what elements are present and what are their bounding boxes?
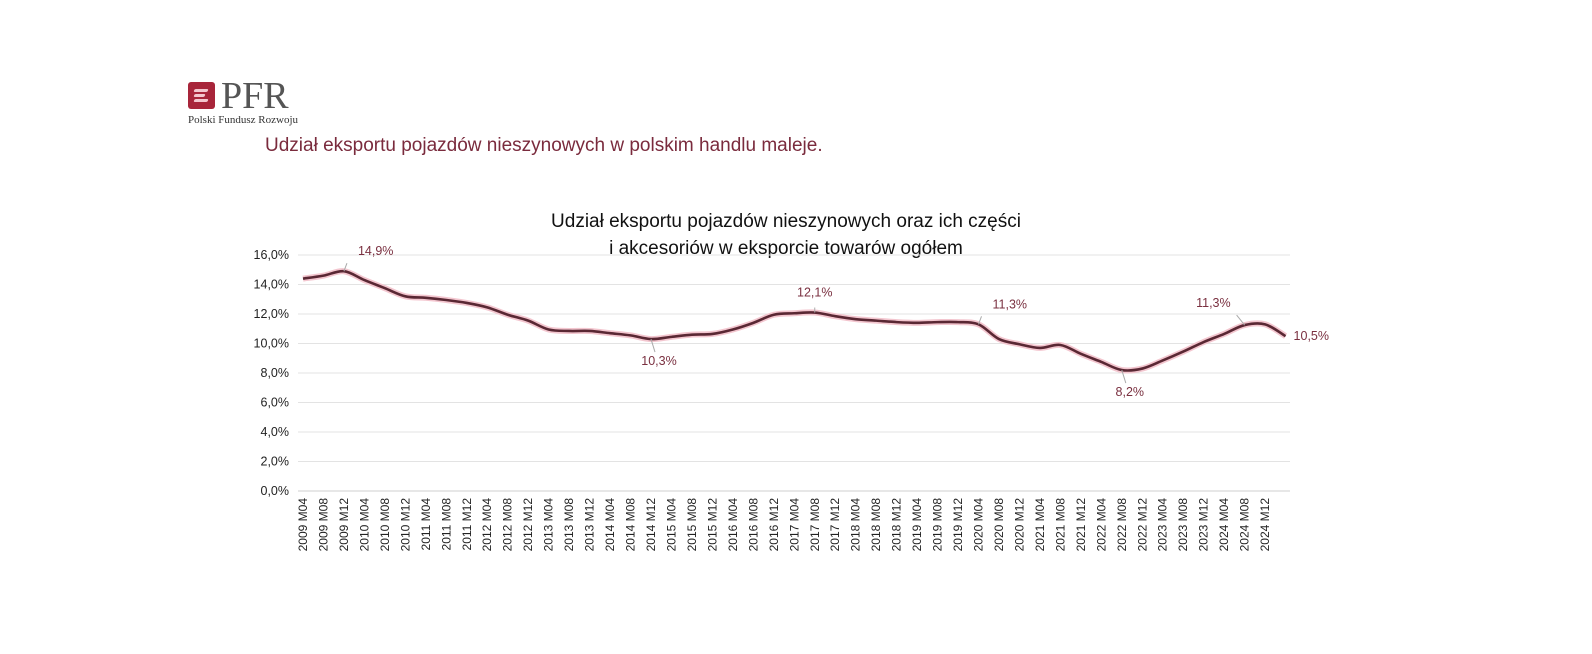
x-tick-label: 2011 M08 — [439, 498, 453, 551]
headline: Udział eksportu pojazdów nieszynowych w … — [265, 135, 823, 156]
x-tick-label: 2013 M04 — [542, 498, 556, 552]
y-tick-label: 4,0% — [261, 425, 290, 439]
x-tick-label: 2012 M12 — [521, 498, 535, 552]
y-tick-label: 8,0% — [261, 366, 290, 380]
x-tick-label: 2019 M12 — [951, 498, 965, 552]
chart-title-line-1: Udział eksportu pojazdów nieszynowych or… — [551, 211, 1021, 232]
x-tick-label: 2010 M08 — [378, 498, 392, 552]
x-tick-label: 2018 M08 — [869, 498, 883, 552]
x-tick-label: 2016 M12 — [767, 498, 781, 552]
x-tick-label: 2021 M12 — [1074, 498, 1088, 552]
x-tick-label: 2018 M12 — [890, 498, 904, 552]
x-tick-label: 2022 M08 — [1115, 498, 1129, 552]
x-tick-label: 2012 M08 — [501, 498, 515, 552]
y-tick-label: 16,0% — [254, 248, 289, 262]
data-label: 14,9% — [358, 244, 393, 258]
x-tick-label: 2014 M04 — [603, 498, 617, 552]
x-tick-label: 2022 M12 — [1135, 498, 1149, 552]
x-tick-label: 2017 M08 — [808, 498, 822, 552]
x-tick-label: 2010 M04 — [357, 498, 371, 552]
data-label: 10,5% — [1294, 329, 1329, 343]
x-tick-label: 2019 M04 — [910, 498, 924, 552]
data-label: 11,3% — [1196, 296, 1231, 310]
data-label: 8,2% — [1116, 385, 1145, 399]
x-tick-label: 2014 M08 — [624, 498, 638, 552]
y-tick-label: 14,0% — [254, 278, 289, 292]
x-tick-label: 2017 M04 — [787, 498, 801, 552]
y-tick-label: 2,0% — [261, 455, 290, 469]
logo-text: PFR — [221, 75, 289, 117]
x-tick-label: 2023 M12 — [1197, 498, 1211, 552]
data-label: 11,3% — [993, 297, 1028, 311]
x-tick-label: 2020 M08 — [992, 498, 1006, 552]
data-label: 10,3% — [641, 354, 676, 368]
x-tick-label: 2020 M12 — [1012, 498, 1026, 552]
x-tick-label: 2016 M08 — [746, 498, 760, 552]
x-tick-label: 2011 M12 — [460, 498, 474, 551]
x-tick-label: 2015 M12 — [705, 498, 719, 552]
x-tick-label: 2023 M04 — [1156, 498, 1170, 552]
y-tick-label: 10,0% — [254, 337, 289, 351]
pfr-logo-icon — [188, 82, 215, 109]
series-line — [302, 269, 1287, 372]
annotation-leader — [1236, 314, 1246, 326]
x-tick-label: 2023 M08 — [1176, 498, 1190, 552]
x-tick-label: 2021 M04 — [1033, 498, 1047, 552]
annotation-leader — [1121, 369, 1127, 384]
annotation-leader — [978, 316, 982, 325]
x-tick-label: 2017 M12 — [828, 498, 842, 552]
x-tick-label: 2012 M04 — [480, 498, 494, 552]
y-tick-label: 0,0% — [261, 484, 290, 498]
x-tick-label: 2024 M12 — [1258, 498, 1272, 552]
x-tick-label: 2024 M08 — [1238, 498, 1252, 552]
x-tick-label: 2009 M12 — [337, 498, 351, 552]
x-tick-label: 2009 M08 — [316, 498, 330, 552]
x-tick-label: 2013 M12 — [583, 498, 597, 552]
chart-title-line-2: i akcesoriów w eksporcie towarów ogółem — [609, 238, 963, 259]
x-tick-label: 2014 M12 — [644, 498, 658, 552]
annotation-leader — [343, 263, 348, 272]
x-tick-label: 2015 M04 — [664, 498, 678, 552]
x-tick-label: 2024 M04 — [1217, 498, 1231, 552]
series-line-glow — [302, 268, 1288, 374]
x-tick-label: 2018 M04 — [849, 498, 863, 552]
x-tick-label: 2022 M04 — [1094, 498, 1108, 552]
x-tick-label: 2020 M04 — [972, 498, 986, 552]
x-tick-label: 2011 M04 — [419, 498, 433, 551]
x-tick-label: 2019 M08 — [931, 498, 945, 552]
y-tick-label: 6,0% — [261, 396, 290, 410]
x-tick-label: 2009 M04 — [296, 498, 310, 552]
x-tick-label: 2013 M08 — [562, 498, 576, 552]
x-tick-label: 2016 M04 — [726, 498, 740, 552]
annotation-leader — [650, 338, 656, 353]
y-tick-label: 12,0% — [254, 307, 289, 321]
data-label: 12,1% — [797, 286, 832, 300]
x-tick-label: 2021 M08 — [1053, 498, 1067, 552]
x-tick-label: 2015 M08 — [685, 498, 699, 552]
x-tick-label: 2010 M12 — [398, 498, 412, 552]
logo-subtitle: Polski Fundusz Rozwoju — [188, 114, 299, 126]
